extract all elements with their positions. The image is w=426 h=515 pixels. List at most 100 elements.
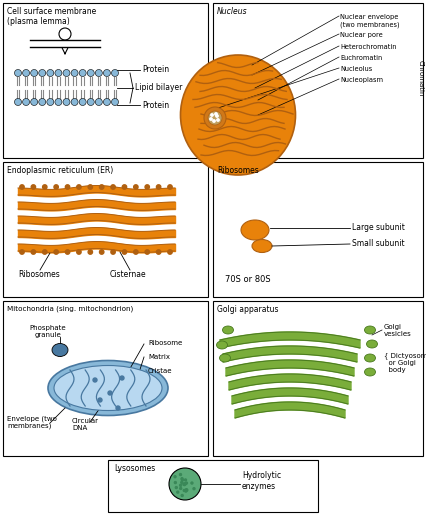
Circle shape [31,98,37,106]
Circle shape [31,185,36,189]
Circle shape [55,70,62,77]
Text: { Dictyosome
  or Golgi
  body: { Dictyosome or Golgi body [384,352,426,373]
Text: Ribosome: Ribosome [148,340,182,346]
Circle shape [183,489,185,491]
Ellipse shape [222,326,233,334]
Text: Protein: Protein [142,65,169,75]
Circle shape [181,478,183,479]
Circle shape [31,250,36,254]
Text: Heterochromatin: Heterochromatin [340,44,397,50]
Ellipse shape [54,366,162,410]
Ellipse shape [48,360,168,416]
Circle shape [77,185,81,189]
Circle shape [95,98,102,106]
Circle shape [14,70,21,77]
Circle shape [180,488,181,489]
Circle shape [20,185,24,189]
Bar [3,162,208,297]
Circle shape [100,185,104,189]
Ellipse shape [216,341,227,349]
Text: Golgi apparatus: Golgi apparatus [217,305,279,314]
Circle shape [183,483,185,485]
Text: Cisternae: Cisternae [110,270,147,279]
Circle shape [175,487,177,489]
Circle shape [47,70,54,77]
Circle shape [134,250,138,254]
Circle shape [186,489,188,491]
Circle shape [185,489,187,491]
Circle shape [63,70,70,77]
Text: Circular
DNA: Circular DNA [72,418,99,431]
Circle shape [185,482,187,484]
Circle shape [65,250,70,254]
Circle shape [174,476,176,478]
Text: Hydrolytic
enzymes: Hydrolytic enzymes [242,471,281,491]
Circle shape [63,98,70,106]
Circle shape [217,119,219,121]
Circle shape [79,98,86,106]
Circle shape [181,494,183,496]
Text: Phosphate
granule: Phosphate granule [30,325,66,338]
Circle shape [145,250,150,254]
Text: Nucleus: Nucleus [217,7,248,16]
Circle shape [193,488,195,490]
Circle shape [185,490,187,492]
Polygon shape [223,346,357,362]
Bar [108,460,318,512]
Circle shape [168,185,172,189]
Text: Nucleolus: Nucleolus [340,66,372,72]
Circle shape [211,114,213,116]
Text: Lipid bilayer: Lipid bilayer [135,83,182,93]
Circle shape [168,250,172,254]
Text: Cristae: Cristae [148,368,173,374]
Ellipse shape [366,340,377,348]
Circle shape [98,398,102,402]
Text: Protein: Protein [142,100,169,110]
Circle shape [213,120,215,122]
Text: Envelope (two
membranes): Envelope (two membranes) [7,415,57,429]
Circle shape [184,479,187,481]
Text: Euchromatin: Euchromatin [340,55,382,61]
Circle shape [180,484,181,486]
Bar [213,301,423,456]
Circle shape [216,115,218,117]
Ellipse shape [52,344,68,356]
Circle shape [111,185,115,189]
Circle shape [71,98,78,106]
Circle shape [215,113,217,115]
Circle shape [39,98,46,106]
Polygon shape [229,374,351,390]
Circle shape [181,479,183,481]
Circle shape [145,185,150,189]
Ellipse shape [365,354,375,362]
Circle shape [54,185,58,189]
Circle shape [120,376,124,380]
Bar [3,301,208,456]
Text: Chromatin: Chromatin [418,60,424,96]
Circle shape [87,98,94,106]
Circle shape [23,98,29,106]
Text: Cell surface membrane
(plasma lemma): Cell surface membrane (plasma lemma) [7,7,96,26]
Circle shape [181,482,183,484]
Circle shape [88,185,92,189]
Circle shape [122,185,127,189]
Circle shape [184,483,186,485]
Text: Small subunit: Small subunit [352,239,405,249]
Circle shape [95,70,102,77]
Ellipse shape [204,107,226,129]
Circle shape [87,70,94,77]
Circle shape [116,406,120,410]
Bar [3,3,208,158]
Circle shape [177,491,179,493]
Ellipse shape [365,368,375,376]
Polygon shape [235,402,345,418]
Circle shape [93,378,97,382]
Circle shape [65,185,70,189]
Circle shape [108,391,112,395]
Circle shape [169,468,201,500]
Circle shape [156,250,161,254]
Text: 70S or 80S: 70S or 80S [225,275,271,284]
Circle shape [210,118,212,120]
Circle shape [77,250,81,254]
Circle shape [191,482,193,484]
